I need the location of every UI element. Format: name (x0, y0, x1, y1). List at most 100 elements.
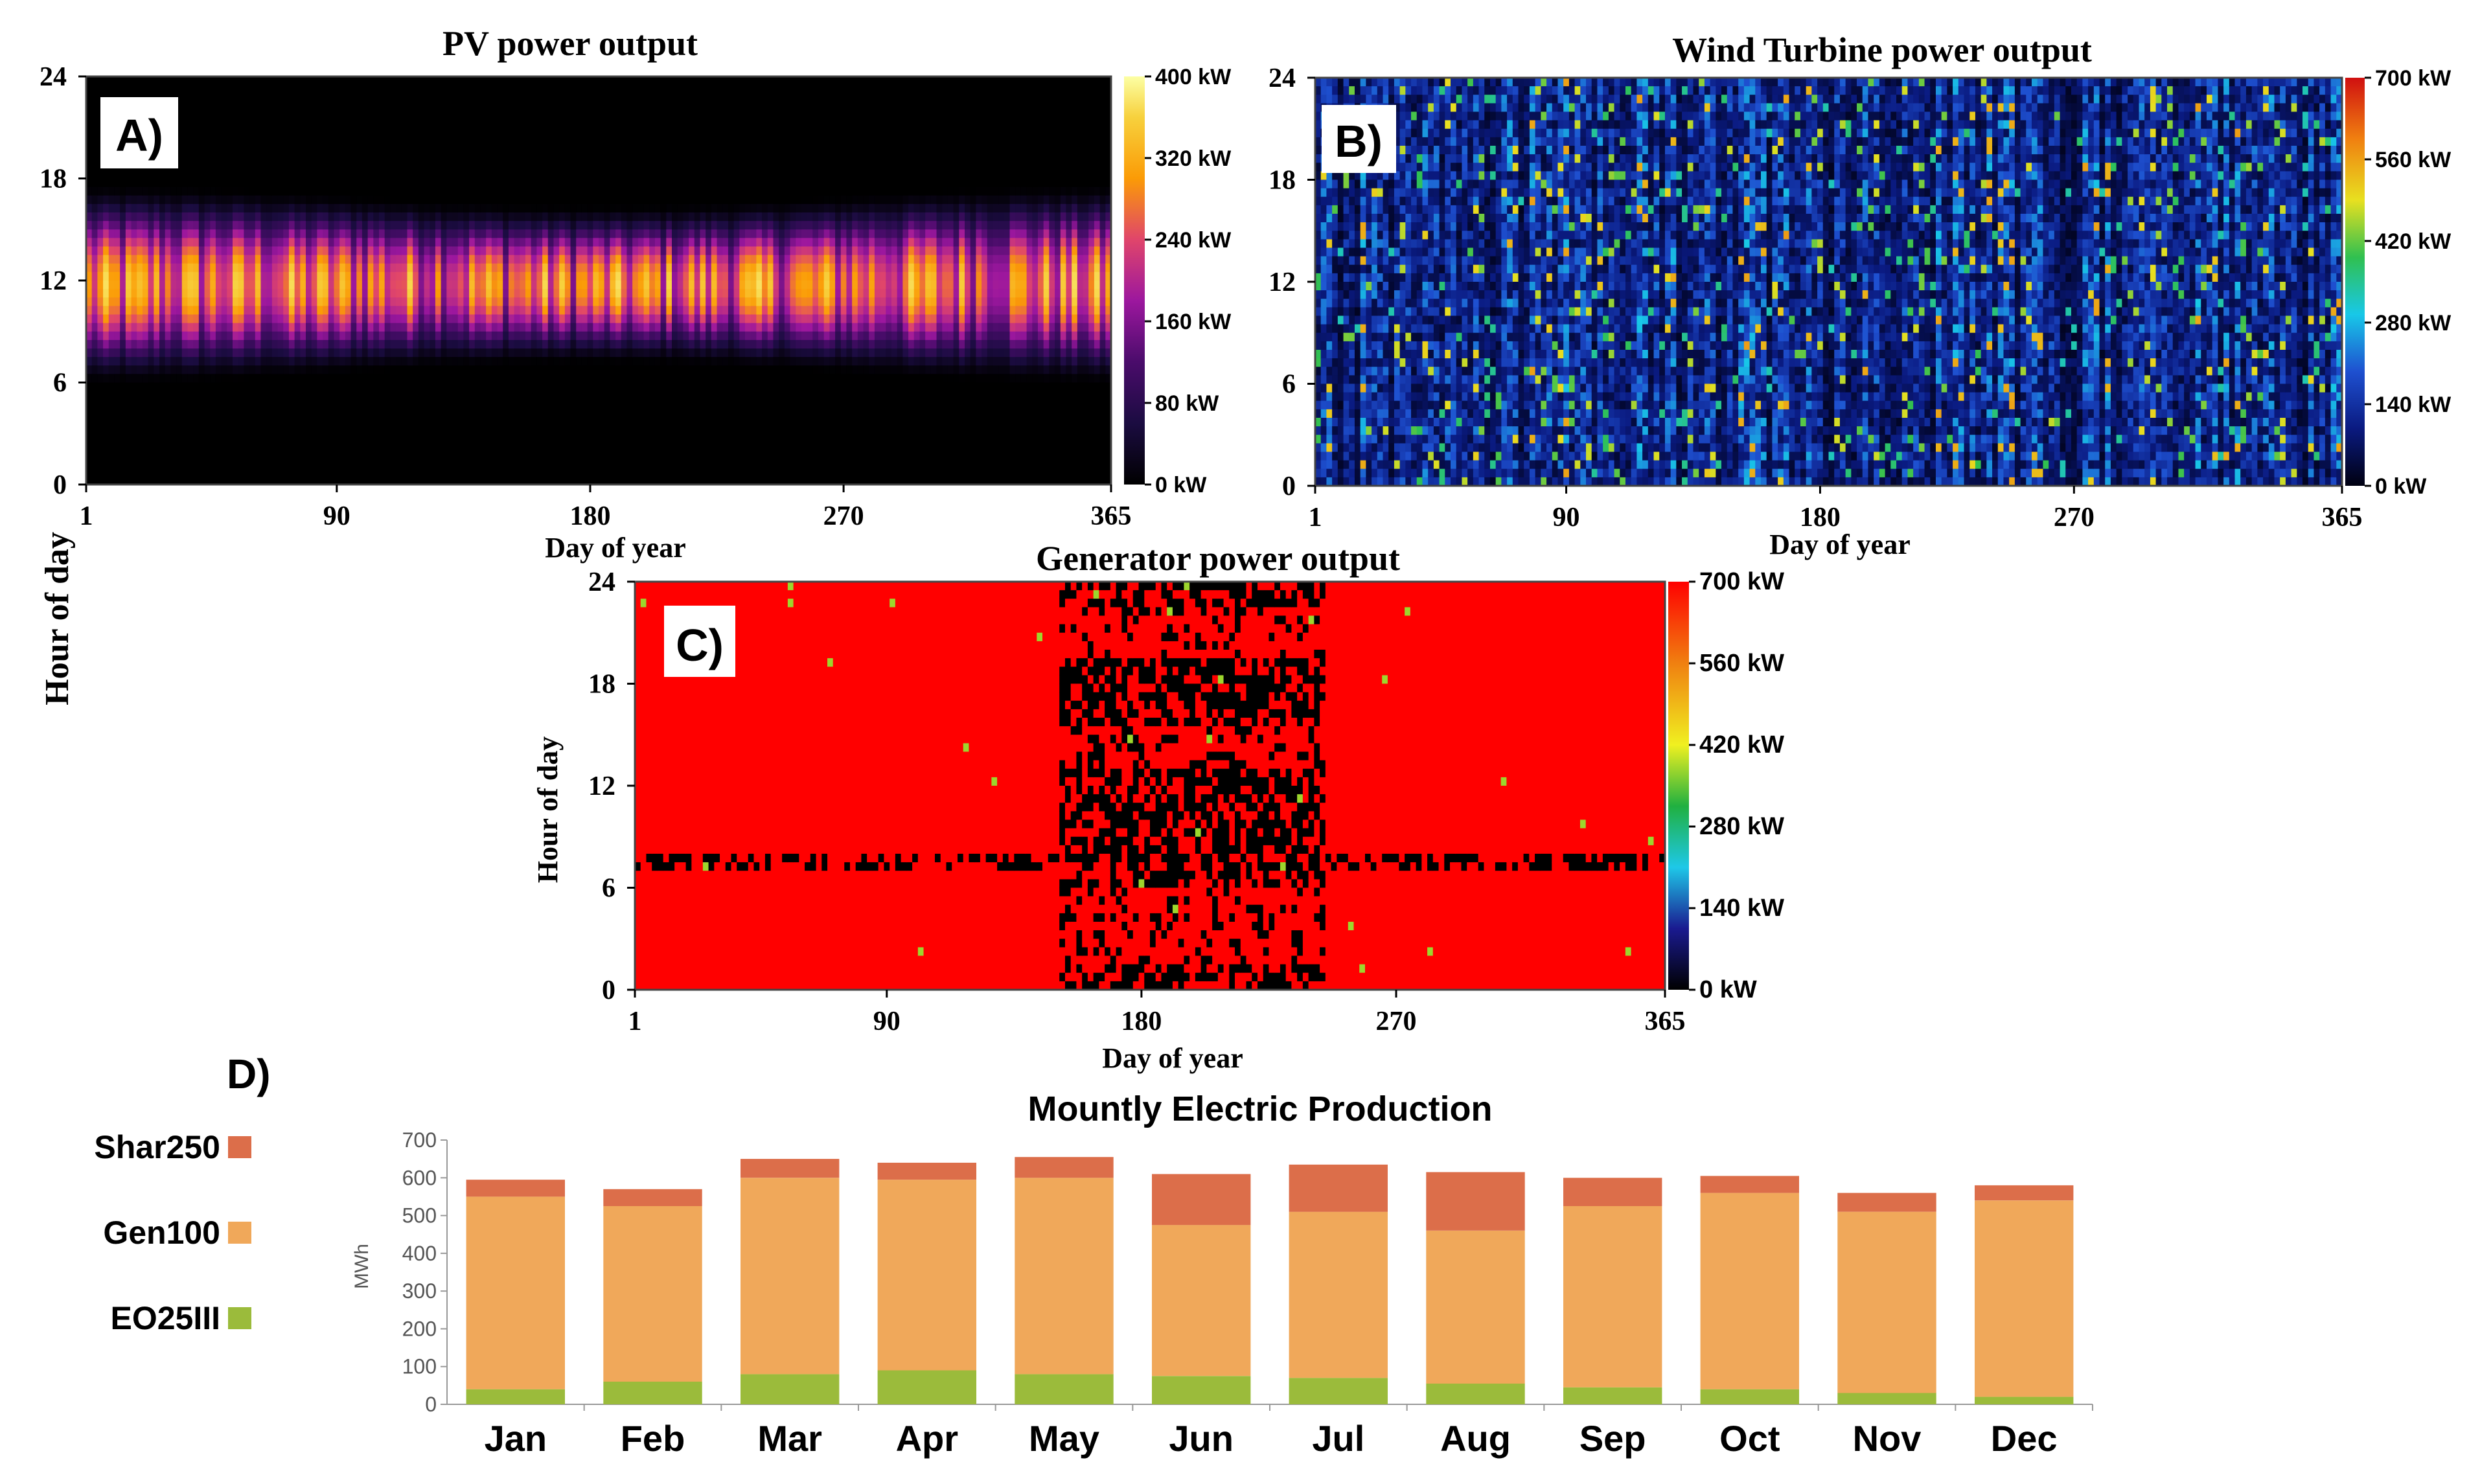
heatmap-cell (390, 144, 396, 154)
heatmap-cell (221, 374, 227, 383)
heatmap-cell (491, 127, 498, 137)
heatmap-cell (114, 399, 121, 409)
heatmap-cell (654, 229, 661, 238)
heatmap-cell (367, 127, 374, 137)
heatmap-cell (221, 221, 227, 230)
heatmap-cell (339, 221, 346, 230)
heatmap-cell (215, 229, 222, 238)
heatmap-cell (430, 255, 436, 264)
heatmap-cell (108, 339, 115, 349)
heatmap-cell (649, 238, 656, 247)
heatmap-cell (271, 467, 279, 477)
heatmap-cell (238, 195, 244, 205)
heatmap-cell (154, 263, 160, 273)
heatmap-cell (654, 331, 661, 341)
heatmap-cell (626, 153, 633, 162)
heatmap-cell (441, 76, 447, 86)
heatmap-cell (525, 102, 532, 111)
heatmap-cell (198, 187, 205, 196)
heatmap-cell (221, 212, 227, 222)
heatmap-cell (249, 339, 256, 349)
heatmap-cell (643, 331, 650, 341)
heatmap-cell (452, 170, 459, 179)
heatmap-cell (457, 144, 464, 154)
heatmap-cell (131, 382, 137, 392)
heatmap-cell (317, 93, 323, 102)
heatmap-cell (637, 238, 645, 247)
heatmap-cell (536, 331, 543, 341)
heatmap-cell (446, 323, 453, 332)
heatmap-cell (221, 144, 227, 154)
heatmap-cell (187, 407, 194, 417)
heatmap-cell (154, 357, 160, 366)
heatmap-cell (249, 263, 256, 273)
heatmap-cell (255, 450, 262, 460)
heatmap-cell (114, 442, 121, 451)
heatmap-cell (300, 450, 306, 460)
heatmap-cell (413, 450, 419, 460)
heatmap-cell (260, 365, 267, 374)
heatmap-cell (610, 297, 616, 306)
heatmap-cell (615, 339, 622, 349)
heatmap-cell (418, 263, 425, 273)
heatmap-cell (621, 263, 628, 273)
heatmap-cell (469, 417, 476, 426)
heatmap-cell (599, 450, 605, 460)
heatmap-cell (559, 391, 566, 400)
heatmap-cell (176, 331, 183, 341)
heatmap-cell (654, 255, 661, 264)
heatmap-cell (367, 203, 374, 213)
heatmap-cell (356, 407, 363, 417)
heatmap-cell (643, 280, 650, 290)
heatmap-cell (491, 110, 498, 120)
heatmap-cell (587, 246, 593, 256)
heatmap-cell (463, 374, 470, 383)
heatmap-cell (559, 229, 566, 238)
heatmap-cell (654, 85, 661, 94)
heatmap-cell (503, 127, 509, 137)
heatmap-cell (418, 212, 425, 222)
heatmap-cell (553, 127, 560, 137)
heatmap-cell (446, 297, 453, 306)
heatmap-cell (142, 280, 149, 290)
heatmap-cell (463, 187, 470, 196)
heatmap-cell (660, 271, 667, 281)
heatmap-cell (165, 357, 171, 366)
heatmap-cell (587, 161, 593, 170)
heatmap-cell (249, 433, 256, 442)
heatmap-cell (553, 433, 560, 442)
heatmap-cell (266, 297, 273, 306)
heatmap-cell (435, 323, 442, 332)
heatmap-cell (610, 119, 616, 128)
heatmap-cell (120, 475, 126, 485)
heatmap-cell (187, 229, 194, 238)
heatmap-cell (491, 365, 498, 374)
heatmap-cell (311, 331, 317, 341)
heatmap-cell (626, 135, 633, 145)
heatmap-cell (615, 238, 622, 247)
heatmap-cell (233, 110, 239, 120)
heatmap-cell (306, 119, 312, 128)
heatmap-cell (626, 144, 633, 154)
heatmap-cell (643, 467, 650, 477)
heatmap-cell (91, 339, 98, 349)
heatmap-cell (407, 459, 413, 468)
heatmap-cell (621, 238, 628, 247)
heatmap-cell (350, 475, 357, 485)
heatmap-cell (604, 314, 610, 324)
heatmap-cell (311, 450, 317, 460)
heatmap-cell (187, 280, 194, 290)
heatmap-cell (491, 212, 498, 222)
heatmap-cell (266, 391, 273, 400)
heatmap-cell (413, 417, 419, 426)
heatmap-cell (221, 297, 227, 306)
heatmap-cell (660, 365, 667, 374)
heatmap-cell (379, 187, 385, 196)
heatmap-cell (564, 119, 571, 128)
heatmap-cell (390, 348, 396, 358)
heatmap-cell (413, 144, 419, 154)
heatmap-cell (497, 417, 503, 426)
heatmap-cell (215, 297, 222, 306)
heatmap-cell (238, 76, 244, 86)
heatmap-cell (176, 85, 183, 94)
